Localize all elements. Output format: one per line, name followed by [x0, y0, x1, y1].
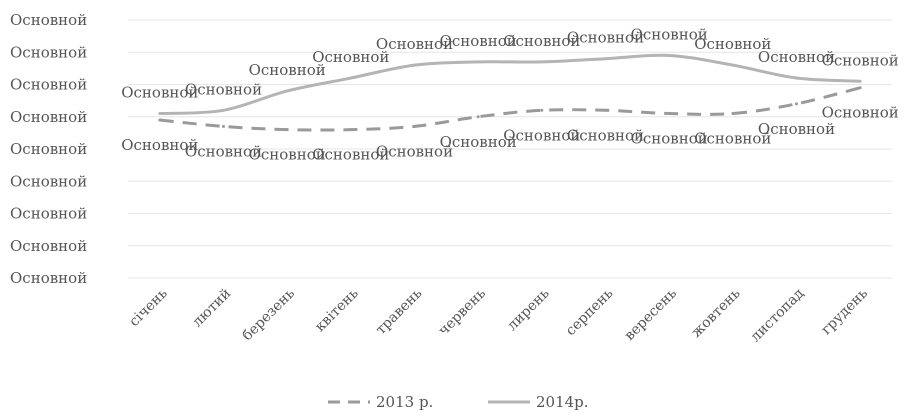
data-label: Основной	[567, 29, 644, 47]
data-label: Основной	[185, 142, 262, 160]
data-label: Основной	[440, 133, 517, 151]
x-tick-label: лютий	[189, 286, 234, 331]
data-label: Основной	[376, 35, 453, 53]
series-1-point	[158, 112, 162, 116]
x-tick-label: листопад	[748, 285, 808, 345]
series-0-point	[285, 128, 289, 132]
data-label: Основной	[822, 51, 899, 69]
data-label: Основной	[249, 61, 326, 79]
series-0-point	[413, 124, 416, 128]
series-0-point	[222, 124, 225, 128]
y-tick-label: Основной	[10, 11, 87, 29]
series-1-point	[413, 63, 416, 67]
x-tick-label: квітень	[312, 285, 362, 335]
data-label: Основной	[822, 104, 899, 122]
series-0-point	[795, 102, 798, 106]
x-tick-label: червень	[436, 285, 490, 339]
series-lines	[158, 53, 862, 132]
series-1-point	[858, 79, 862, 83]
series-line-0	[159, 86, 861, 132]
data-label: Основной	[121, 84, 198, 102]
series-1-point	[795, 76, 798, 80]
data-label: Основной	[249, 146, 326, 164]
data-label: Основной	[631, 130, 708, 148]
series-0-point	[604, 108, 607, 112]
x-tick-label: грудень	[818, 285, 871, 338]
y-tick-label: Основной	[10, 205, 87, 223]
y-tick-label: Основной	[10, 43, 87, 61]
data-label: Основной	[758, 48, 835, 66]
x-tick-label: травень	[373, 285, 426, 338]
series-0-point	[476, 115, 480, 119]
data-label: Основной	[503, 32, 580, 50]
series-1-point	[476, 60, 480, 64]
data-label: Основной	[312, 48, 389, 66]
series-1-point	[604, 57, 607, 61]
series-0-point	[858, 86, 862, 90]
x-tick-label: жовтень	[688, 285, 744, 341]
data-labels: ОсновнойОсновнойОсновнойОсновнойОсновной…	[121, 25, 899, 163]
data-label: Основной	[694, 130, 771, 148]
legend-label: 2014р.	[536, 393, 589, 411]
y-tick-label: Основной	[10, 172, 87, 190]
x-tick-label: січень	[126, 285, 171, 330]
x-tick-label: березень	[239, 285, 298, 344]
data-label: Основной	[503, 126, 580, 144]
x-tick-label: вересень	[622, 285, 681, 344]
series-0-point	[540, 108, 544, 112]
series-0-point	[667, 112, 671, 116]
data-label: Основной	[758, 120, 835, 138]
y-axis-tick-labels: Основной Основной Основной Основной Основной…	[10, 11, 87, 287]
legend-label: 2013 р.	[376, 393, 433, 411]
data-label: Основной	[185, 80, 262, 98]
x-tick-label: лирень	[504, 285, 553, 334]
series-1-point	[667, 53, 671, 57]
x-tick-label: серпень	[563, 285, 617, 339]
series-0-point	[731, 112, 735, 116]
data-label: Основной	[567, 126, 644, 144]
series-1-point	[222, 108, 225, 112]
series-0-point	[349, 128, 353, 132]
y-tick-label: Основной	[10, 269, 87, 287]
gridlines	[128, 19, 892, 279]
data-label: Основной	[631, 25, 708, 43]
series-1-point	[540, 60, 544, 64]
series-1-point	[285, 89, 289, 93]
series-0-point	[158, 118, 162, 122]
y-tick-label: Основной	[10, 140, 87, 158]
data-label: Основной	[121, 136, 198, 154]
data-label: Основной	[440, 32, 517, 50]
series-line-1	[159, 53, 861, 116]
y-tick-label: Основной	[10, 108, 87, 126]
series-1-point	[731, 63, 735, 67]
legend: 2013 р. 2014р.	[328, 393, 589, 411]
y-tick-label: Основной	[10, 76, 87, 94]
data-label: Основной	[376, 142, 453, 160]
data-label: Основной	[312, 146, 389, 164]
x-axis-tick-labels: січень лютий березень квітень травень червень…	[126, 285, 871, 345]
series-1-point	[349, 76, 353, 80]
y-tick-label: Основной	[10, 237, 87, 255]
data-label: Основной	[694, 35, 771, 53]
